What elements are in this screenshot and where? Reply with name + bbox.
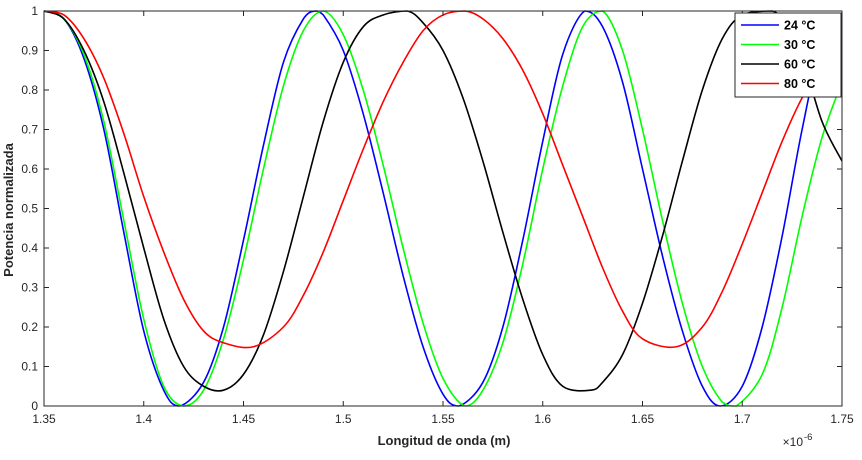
x-tick-label: 1.55 [431,412,455,426]
x-axis-exponent-power: -6 [804,432,812,443]
y-tick-label: 0.3 [21,281,38,295]
y-tick-label: 0.4 [21,241,38,255]
x-tick-labels: 1.35 1.4 1.45 1.5 1.55 1.6 1.65 1.7 1.75 [32,412,854,426]
legend-label: 30 °C [784,38,815,52]
x-tick-label: 1.4 [135,412,152,426]
y-tick-label: 0.9 [21,44,38,58]
axes-layer [43,10,843,407]
y-tick-label: 0.5 [21,202,38,216]
series-line-3 [44,10,842,392]
x-tick-label: 1.35 [32,412,56,426]
y-tick-label: 0.6 [21,162,38,176]
legend: 24 °C 30 °C 60 °C 80 °C [734,12,842,98]
y-tick-label: 0.8 [21,83,38,97]
legend-label: 60 °C [784,58,815,72]
x-tick-label: 1.65 [631,412,655,426]
legend-label: 80 °C [784,77,815,91]
x-axis-label: Longitud de onda (m) [378,433,511,448]
x-axis-exponent-base: ×10 [783,435,804,449]
y-tick-label: 0 [31,399,38,413]
x-tick-label: 1.7 [734,412,751,426]
legend-label: 24 °C [784,19,815,33]
series-line-2 [44,10,842,407]
x-axis-exponent: ×10 [783,435,804,449]
x-tick-label: 1.6 [534,412,551,426]
y-tick-label: 0.1 [21,360,38,374]
y-tick-label: 1 [31,4,38,18]
y-tick-label: 0.2 [21,320,38,334]
y-tick-labels: 0 0.1 0.2 0.3 0.4 0.5 0.6 0.7 0.8 0.9 1 [21,4,38,413]
y-axis-label: Potencia normalizada [1,142,16,276]
y-tick-label: 0.7 [21,123,38,137]
x-tick-label: 1.75 [830,412,854,426]
x-tick-label: 1.5 [335,412,352,426]
x-tick-label: 1.45 [232,412,256,426]
